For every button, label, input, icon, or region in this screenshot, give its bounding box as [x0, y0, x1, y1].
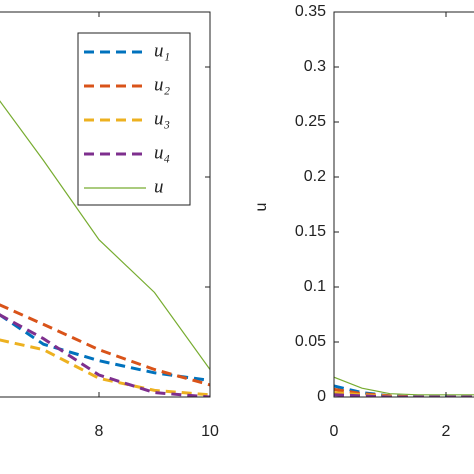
x-tick-label: 0 — [330, 423, 339, 440]
y-tick-label: 0.1 — [304, 278, 326, 295]
legend-label: u — [154, 176, 164, 197]
series-line — [0, 338, 210, 397]
series-line — [334, 393, 474, 397]
x-tick-label: 2 — [442, 423, 451, 440]
legend-label: u₄ — [154, 142, 170, 163]
series-line — [0, 313, 210, 397]
y-tick-label: 0.35 — [295, 3, 326, 20]
legend-label: u₂ — [154, 74, 171, 95]
series-line — [0, 313, 210, 382]
y-tick-label: 0.2 — [304, 168, 326, 185]
y-tick-label: 0.15 — [295, 223, 326, 240]
series-line — [334, 376, 474, 396]
plot-area — [334, 376, 474, 397]
y-tick-label: 0.3 — [304, 58, 326, 75]
series-line — [0, 100, 210, 370]
series-line — [0, 303, 210, 387]
x-tick-label: 8 — [95, 423, 104, 440]
legend-label: u₁ — [154, 40, 170, 61]
legend-label: u₃ — [154, 108, 170, 129]
y-tick-label: 0.05 — [295, 333, 326, 350]
axes-box — [0, 11, 211, 398]
y-tick-label: 0.25 — [295, 113, 326, 130]
axes-box — [333, 11, 474, 398]
y-axis-label: u — [253, 203, 270, 212]
plot-area — [0, 100, 210, 397]
x-tick-label: 10 — [201, 423, 219, 440]
y-tick-label: 0 — [317, 388, 326, 405]
